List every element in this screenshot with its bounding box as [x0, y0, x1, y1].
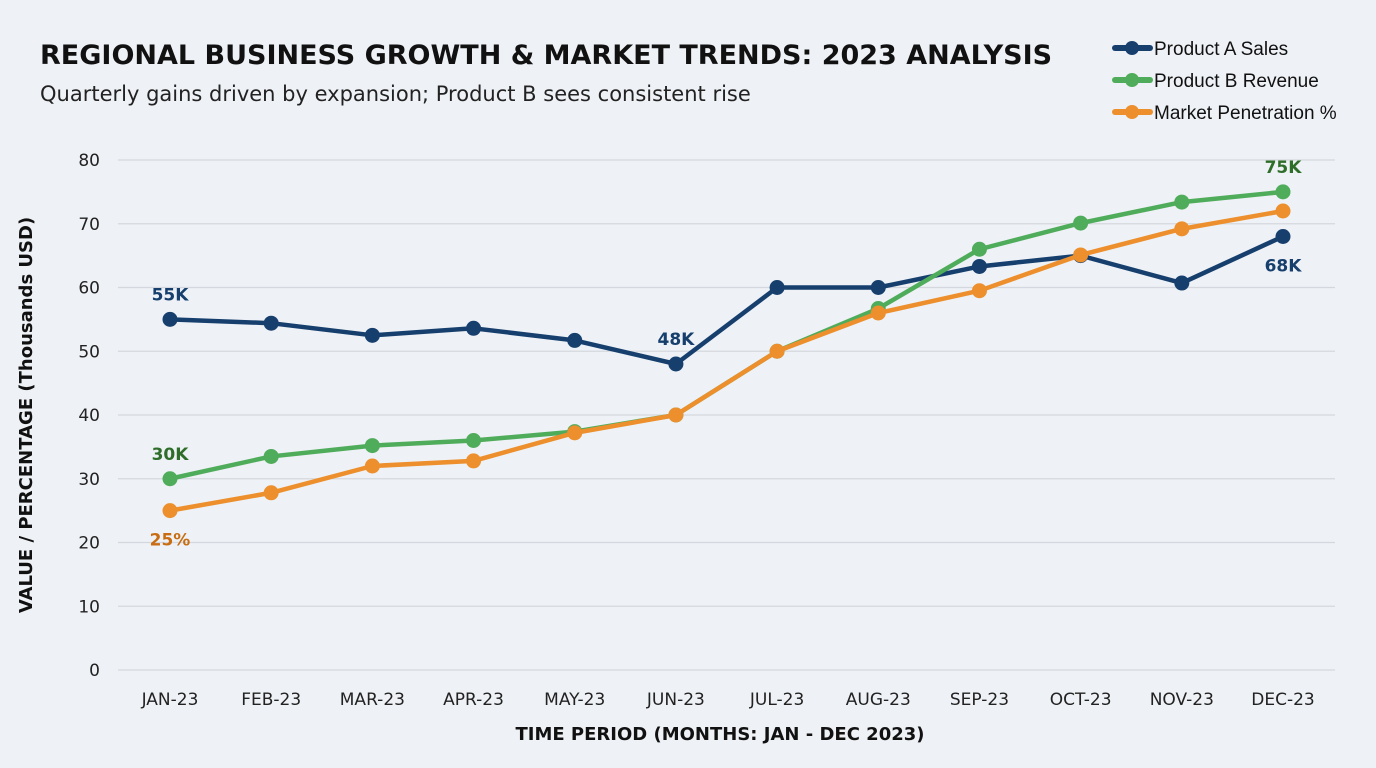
- series-market-penetration: 25%: [150, 203, 1291, 551]
- data-point: [1174, 275, 1190, 291]
- data-point: [162, 503, 178, 519]
- data-point: [668, 407, 684, 423]
- data-point: [567, 425, 583, 441]
- x-tick-label: DEC-23: [1251, 690, 1314, 710]
- series-line: [167, 189, 1286, 481]
- data-point: [1174, 221, 1190, 237]
- data-point: [971, 283, 987, 299]
- x-tick-label: JUL-23: [749, 690, 804, 710]
- legend-item: Market Penetration %: [1112, 103, 1337, 124]
- legend-label: Product A Sales: [1154, 39, 1288, 60]
- data-label: 25%: [150, 531, 191, 551]
- series-line: [167, 234, 1286, 367]
- y-tick-label: 50: [78, 342, 100, 362]
- data-point: [1073, 247, 1089, 263]
- chart-subtitle: Quarterly gains driven by expansion; Pro…: [40, 82, 751, 106]
- data-point: [769, 280, 785, 295]
- data-point: [466, 453, 482, 469]
- y-tick-label: 0: [89, 661, 100, 681]
- data-point: [466, 433, 482, 448]
- data-point: [1275, 229, 1291, 244]
- y-tick-label: 70: [78, 215, 100, 235]
- x-tick-label: AUG-23: [846, 690, 911, 710]
- legend-marker-icon: [1125, 41, 1139, 55]
- x-tick-label: MAR-23: [340, 690, 405, 710]
- data-point: [870, 305, 886, 321]
- data-label: 68K: [1265, 257, 1303, 277]
- data-point: [1275, 184, 1291, 200]
- data-point: [263, 315, 279, 331]
- legend-label: Product B Revenue: [1154, 71, 1319, 92]
- legend-label: Market Penetration %: [1154, 103, 1337, 124]
- data-point: [162, 311, 178, 327]
- data-point: [364, 327, 380, 343]
- series-product-b-revenue: 30K 75K: [152, 158, 1303, 487]
- y-tick-label: 40: [78, 406, 100, 426]
- y-axis-ticks: 0 10 20 30 40 50 60 70 80: [78, 151, 100, 681]
- data-point: [769, 343, 785, 359]
- data-point: [364, 458, 380, 474]
- legend-marker-icon: [1125, 105, 1139, 119]
- x-tick-label: NOV-23: [1150, 690, 1214, 710]
- data-point: [263, 448, 279, 464]
- data-point: [364, 438, 380, 454]
- x-tick-label: APR-23: [443, 690, 504, 710]
- data-point: [971, 241, 987, 257]
- x-axis-ticks: JAN-23 FEB-23 MAR-23 APR-23 MAY-23 JUN-23 JUL-…: [141, 690, 1315, 710]
- x-tick-label: JAN-23: [141, 690, 199, 710]
- legend-marker-icon: [1125, 73, 1139, 87]
- data-point: [1174, 194, 1190, 210]
- data-point: [162, 471, 178, 487]
- chart-title: REGIONAL BUSINESS GROWTH & MARKET TRENDS…: [40, 40, 1052, 71]
- data-point: [567, 332, 583, 348]
- data-point: [870, 280, 886, 295]
- x-tick-label: OCT-23: [1050, 690, 1112, 710]
- series-product-a-sales: 55K 48K 68K: [152, 229, 1303, 372]
- x-axis-label: TIME PERIOD (MONTHS: JAN - DEC 2023): [515, 724, 924, 745]
- data-label: 30K: [152, 445, 190, 465]
- legend: Product A Sales Product B Revenue Market P…: [1112, 39, 1337, 124]
- x-tick-label: FEB-23: [241, 690, 301, 710]
- data-point: [971, 258, 987, 274]
- series-group: 55K 48K 68K 30K 75K 25%: [150, 158, 1303, 551]
- y-tick-label: 80: [78, 151, 100, 171]
- data-point: [1275, 203, 1291, 219]
- data-label: 75K: [1265, 158, 1303, 178]
- legend-item: Product B Revenue: [1112, 71, 1319, 92]
- legend-item: Product A Sales: [1112, 39, 1288, 60]
- series-line: [167, 208, 1286, 513]
- data-label: 55K: [152, 285, 190, 305]
- data-point: [1073, 215, 1089, 231]
- data-label: 48K: [657, 330, 695, 350]
- data-point: [668, 356, 684, 372]
- y-tick-label: 10: [78, 597, 100, 617]
- y-tick-label: 60: [78, 279, 100, 299]
- x-tick-label: SEP-23: [950, 690, 1009, 710]
- x-tick-label: JUN-23: [646, 690, 705, 710]
- x-tick-label: MAY-23: [544, 690, 605, 710]
- y-axis-label: VALUE / PERCENTAGE (Thousands USD): [16, 217, 37, 613]
- y-tick-label: 30: [78, 470, 100, 490]
- y-tick-label: 20: [78, 534, 100, 554]
- data-point: [466, 320, 482, 336]
- data-point: [263, 485, 279, 501]
